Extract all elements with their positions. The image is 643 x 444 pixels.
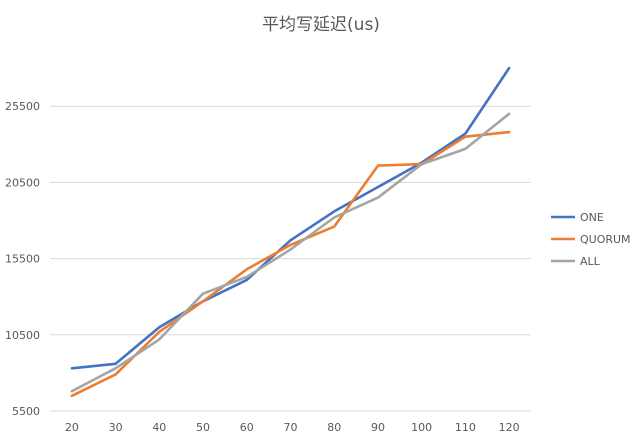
x-tick-label: 40	[152, 421, 166, 434]
gridlines	[50, 105, 531, 412]
legend-label-all: ALL	[580, 255, 601, 268]
legend-label-one: ONE	[580, 211, 604, 224]
y-axis-ticks: 5500 10500 15500 20500 25500	[5, 100, 40, 418]
x-tick-label: 90	[371, 421, 385, 434]
y-tick-label: 10500	[5, 329, 40, 342]
legend: ONE QUORUM ALL	[551, 211, 631, 268]
x-tick-label: 60	[240, 421, 254, 434]
x-tick-label: 120	[499, 421, 520, 434]
x-tick-label: 110	[455, 421, 476, 434]
y-tick-label: 20500	[5, 176, 40, 189]
x-tick-label: 30	[109, 421, 123, 434]
series-line-all	[70, 112, 511, 393]
chart-title: 平均写延迟(us)	[262, 15, 380, 35]
series-line-one	[70, 66, 511, 370]
y-tick-label: 15500	[5, 253, 40, 266]
x-tick-label: 80	[327, 421, 341, 434]
series-lines	[70, 66, 511, 398]
x-tick-label: 50	[196, 421, 210, 434]
x-axis-ticks: 20 30 40 50 60 70 80 90 100 110 120	[65, 421, 520, 434]
series-line-quorum	[70, 130, 511, 398]
y-tick-label: 5500	[12, 405, 40, 418]
legend-label-quorum: QUORUM	[580, 233, 631, 246]
y-tick-label: 25500	[5, 100, 40, 113]
x-tick-label: 20	[65, 421, 79, 434]
x-tick-label: 70	[284, 421, 298, 434]
x-tick-label: 100	[411, 421, 432, 434]
